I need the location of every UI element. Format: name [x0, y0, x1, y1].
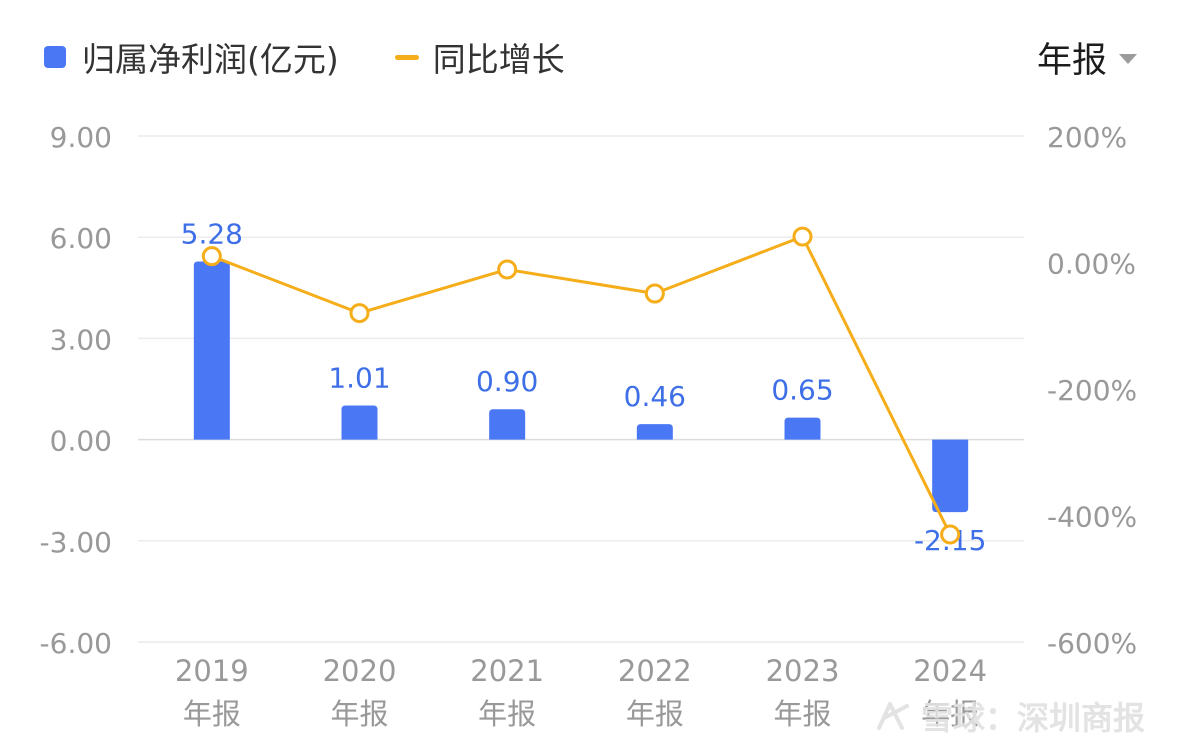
x-axis-tick-label: 2020 [323, 654, 397, 688]
line-point-yoy-growth [497, 259, 518, 280]
right-axis-tick-label: -200% [1047, 374, 1137, 407]
line-point-yoy-growth [349, 303, 370, 324]
legend-label-net-profit: 归属净利润(亿元) [82, 40, 339, 79]
legend-bar-swatch [44, 46, 66, 68]
period-dropdown-value: 年报 [1036, 40, 1107, 81]
watermark-text: 雪球：深圳商报 [920, 699, 1145, 737]
legend-label-yoy-growth: 同比增长 [432, 40, 565, 79]
right-axis-tick-label: -600% [1047, 627, 1137, 660]
x-axis-tick-label: 2022 [618, 654, 692, 688]
bar-net-profit [784, 417, 821, 440]
bar-value-label: 0.65 [771, 374, 833, 407]
bar-value-label: 1.01 [328, 362, 390, 395]
legend-item-net-profit[interactable]: 归属净利润(亿元) [44, 33, 339, 81]
right-axis-tick-label: 0.00% [1047, 248, 1136, 281]
x-axis-tick-label: 2021 [470, 654, 544, 688]
x-axis-tick-sublabel: 年报 [921, 697, 979, 731]
right-axis-tick-label: 200% [1047, 121, 1127, 154]
bar-value-label: 5.28 [181, 217, 243, 250]
bar-net-profit [489, 409, 526, 440]
bar-value-label: 0.46 [624, 380, 686, 413]
line-point-yoy-growth [940, 524, 961, 545]
x-axis-tick-sublabel: 年报 [773, 697, 831, 731]
bar-net-profit [636, 424, 673, 440]
line-point-yoy-growth [201, 246, 222, 267]
line-point-yoy-growth [644, 283, 665, 304]
bar-net-profit [193, 261, 230, 440]
right-axis-tick-label: -400% [1047, 501, 1137, 534]
line-yoy-growth [211, 235, 952, 536]
legend-item-yoy-growth[interactable]: 同比增长 [394, 33, 565, 81]
x-axis-tick-sublabel: 年报 [626, 697, 684, 731]
x-axis-tick-label: 2019 [175, 654, 249, 688]
x-axis-tick-sublabel: 年报 [183, 697, 241, 731]
legend-line-swatch [394, 54, 419, 60]
left-axis-tick-label: 0.00 [50, 425, 112, 458]
bar-value-label: 0.90 [476, 365, 538, 398]
x-axis-tick-label: 2023 [766, 654, 840, 688]
x-axis-tick-sublabel: 年报 [330, 697, 388, 731]
watermark: 雪球：深圳商报 [875, 693, 1145, 739]
left-axis-tick-label: 3.00 [50, 323, 112, 356]
left-axis-tick-label: -3.00 [40, 526, 112, 559]
chart-legend: 归属净利润(亿元) 同比增长 [44, 34, 621, 80]
left-axis-tick-label: -6.00 [40, 627, 112, 660]
period-dropdown[interactable]: 年报 [1036, 34, 1137, 81]
bar-net-profit [341, 405, 378, 440]
chevron-down-icon [1119, 54, 1137, 64]
x-axis-tick-label: 2024 [913, 654, 987, 688]
left-axis-tick-label: 6.00 [50, 222, 112, 255]
snowball-logo-icon [876, 702, 909, 730]
line-point-yoy-growth [792, 226, 813, 247]
x-axis-tick-sublabel: 年报 [478, 697, 536, 731]
left-axis-tick-label: 9.00 [50, 121, 112, 154]
bar-net-profit [932, 439, 969, 513]
